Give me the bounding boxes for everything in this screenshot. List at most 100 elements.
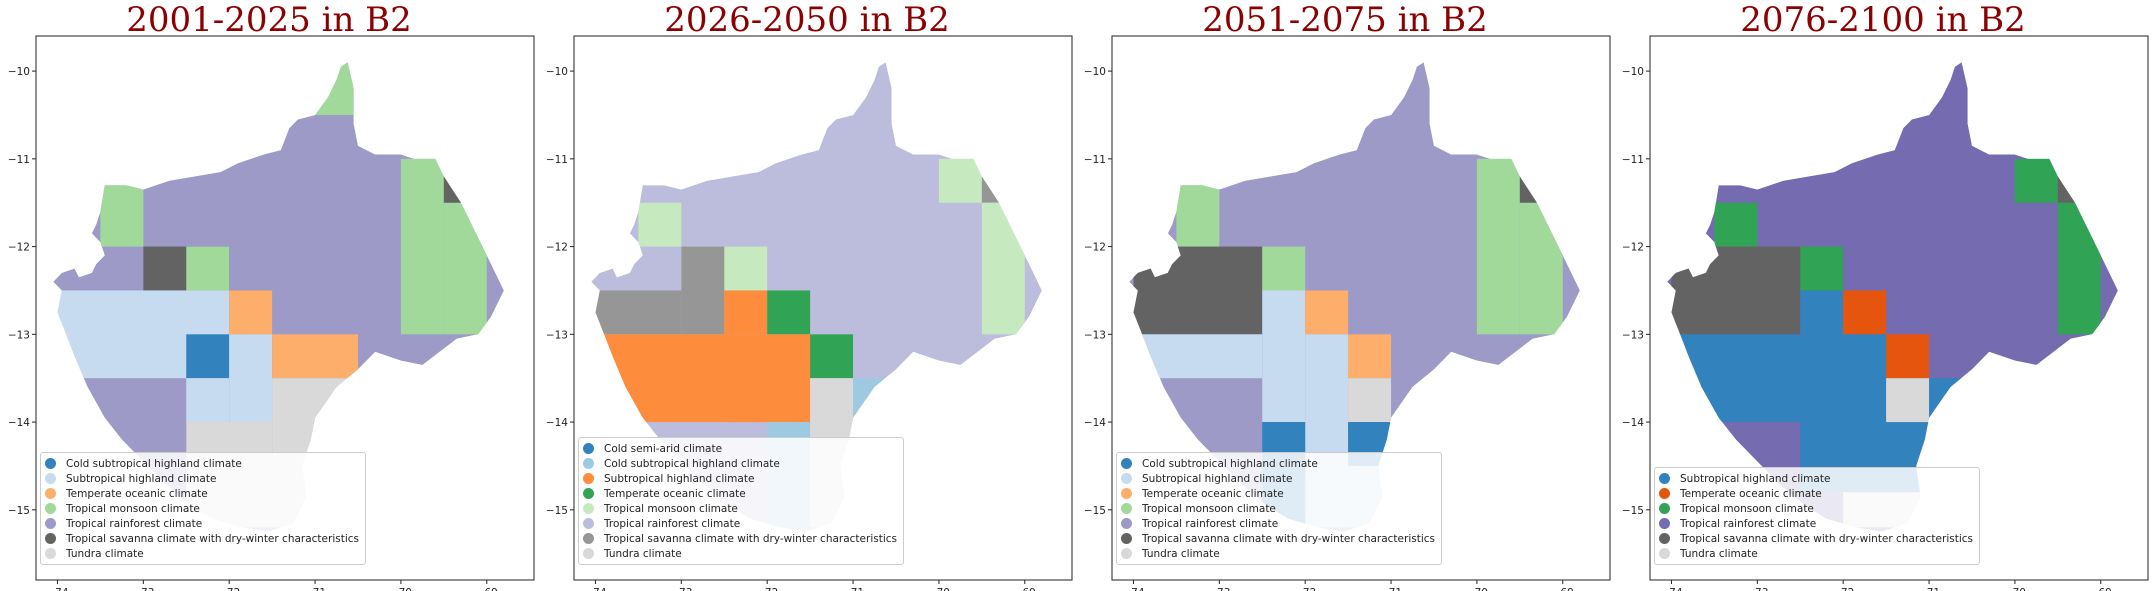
climate-cell: [938, 158, 982, 203]
y-tick-label: −12: [546, 242, 568, 254]
y-tick-label: −13: [1622, 329, 1644, 341]
legend-label: Subtropical highland climate: [66, 472, 217, 485]
map-panel-2: 2026-2050 in B2 −74 −73 −72 −71 −70 −69 −10 −11 −…: [538, 0, 1076, 591]
x-tick-label: −71: [304, 587, 326, 591]
region-base: [53, 62, 504, 532]
map-canvas: −74 −73 −72 −71 −70 −69 −10 −11 −12 −13 −14 −15: [1084, 35, 1611, 591]
x-tick-label: −69: [476, 587, 498, 591]
y-tick-label: −10: [8, 66, 30, 78]
x-tick-label: −71: [1918, 587, 1940, 591]
legend-item: Tropical monsoon climate: [1121, 501, 1435, 516]
region-base: [1129, 62, 1580, 532]
climate-cell: [1671, 334, 1887, 423]
x-tick-label: −72: [1832, 587, 1854, 591]
legend-item: Tropical rainforest climate: [1659, 516, 1973, 531]
legend-item: Temperate oceanic climate: [45, 486, 359, 501]
y-tick-label: −14: [8, 417, 30, 429]
legend-label: Tropical rainforest climate: [604, 517, 741, 530]
legend-marker: [45, 473, 56, 484]
y-tick-label: −12: [1084, 242, 1106, 254]
legend: Subtropical highland climate Temperate oc…: [1654, 467, 1980, 565]
climate-cell: [100, 180, 144, 247]
legend-marker: [583, 458, 594, 469]
legend-item: Temperate oceanic climate: [1121, 486, 1435, 501]
legend-label: Tundra climate: [1142, 547, 1220, 560]
legend-marker: [1659, 488, 1670, 499]
legend-label: Tropical rainforest climate: [66, 517, 203, 530]
legend-label: Tundra climate: [66, 547, 144, 560]
legend-label: Temperate oceanic climate: [66, 487, 208, 500]
legend-label: Tropical monsoon climate: [1142, 502, 1276, 515]
climate-cell: [1800, 290, 1844, 335]
climate-cell: [1476, 158, 1520, 335]
climate-cell: [681, 246, 725, 335]
x-tick-label: −73: [670, 587, 692, 591]
y-tick-label: −10: [1622, 66, 1644, 78]
legend-marker: [583, 503, 594, 514]
legend: Cold subtropical highland climate Subtrop…: [1116, 452, 1442, 565]
axes-frame: [1111, 35, 1611, 581]
legend-marker: [583, 443, 594, 454]
legend-item: Cold subtropical highland climate: [583, 456, 897, 471]
legend-marker: [1121, 503, 1132, 514]
climate-cell: [1348, 334, 1392, 379]
x-tick-label: −73: [1746, 587, 1768, 591]
climate-cell: [400, 158, 444, 335]
legend-item: Tropical savanna climate with dry-winter…: [45, 531, 359, 546]
legend-item: Tundra climate: [45, 546, 359, 561]
legend-item: Tropical monsoon climate: [583, 501, 897, 516]
legend-item: Tundra climate: [1659, 546, 1973, 561]
climate-cell: [1133, 246, 1263, 335]
legend-marker: [1121, 518, 1132, 529]
legend-marker: [45, 518, 56, 529]
y-tick-label: −14: [1622, 417, 1644, 429]
legend-label: Tropical monsoon climate: [66, 502, 200, 515]
legend-label: Tundra climate: [604, 547, 682, 560]
legend-item: Tundra climate: [583, 546, 897, 561]
climate-cell: [853, 378, 896, 423]
y-tick-label: −14: [546, 417, 568, 429]
y-tick-label: −13: [1084, 329, 1106, 341]
x-tick-label: −69: [1552, 587, 1574, 591]
legend-label: Temperate oceanic climate: [1680, 487, 1822, 500]
legend-marker: [1659, 503, 1670, 514]
legend-item: Tropical rainforest climate: [583, 516, 897, 531]
y-tick-label: −10: [1084, 66, 1106, 78]
axes-frame: [573, 35, 1073, 581]
climate-cell: [272, 334, 358, 379]
y-tick-label: −10: [546, 66, 568, 78]
y-tick-label: −11: [1084, 154, 1106, 166]
legend-label: Tropical savanna climate with dry-winter…: [1142, 532, 1435, 545]
climate-cell: [638, 202, 682, 247]
climate-cell: [595, 334, 811, 423]
y-tick-label: −11: [546, 154, 568, 166]
x-tick-label: −70: [390, 587, 412, 591]
x-tick-label: −73: [132, 587, 154, 591]
legend-item: Tropical savanna climate with dry-winter…: [1121, 531, 1435, 546]
legend-item: Subtropical highland climate: [1659, 471, 1973, 486]
climate-cell: [767, 290, 811, 335]
map-panel-1: 2001-2025 in B2 −74 −73 −72 −71 −70 −69 −10 −11 −…: [0, 0, 538, 591]
x-tick-label: −74: [1122, 587, 1144, 591]
legend-marker: [45, 548, 56, 559]
climate-cell: [724, 378, 768, 423]
legend-marker: [1121, 533, 1132, 544]
x-tick-label: −71: [842, 587, 864, 591]
x-tick-label: −73: [1208, 587, 1230, 591]
climate-cell: [1176, 180, 1220, 247]
legend-item: Tropical rainforest climate: [45, 516, 359, 531]
legend-item: Cold subtropical highland climate: [45, 456, 359, 471]
y-tick-label: −13: [8, 329, 30, 341]
legend-marker: [583, 548, 594, 559]
climate-cell: [186, 378, 230, 423]
climate-cell: [315, 62, 358, 115]
climate-cell: [1671, 246, 1801, 335]
x-tick-label: −72: [218, 587, 240, 591]
climate-cell: [1519, 202, 1563, 335]
legend-label: Tropical savanna climate with dry-winter…: [604, 532, 897, 545]
climate-cell: [1519, 158, 1563, 203]
panel-title: 2051-2075 in B2: [1202, 0, 1488, 40]
legend-label: Cold semi-arid climate: [604, 442, 723, 455]
panel-title: 2076-2100 in B2: [1740, 0, 2026, 40]
x-tick-label: −70: [928, 587, 950, 591]
